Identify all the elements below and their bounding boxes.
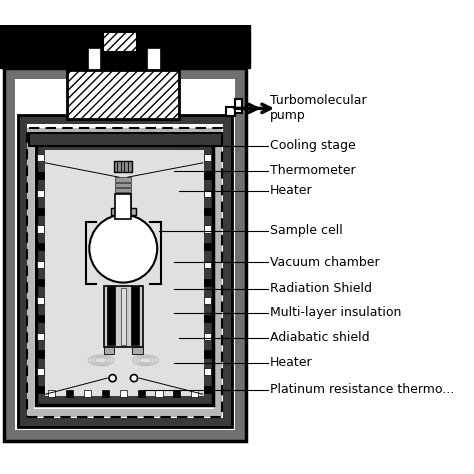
Bar	[36, 350, 44, 357]
Bar	[204, 279, 211, 286]
Bar	[191, 390, 198, 397]
Bar	[36, 261, 44, 268]
Bar	[88, 48, 101, 79]
Bar	[36, 154, 44, 161]
Bar	[66, 390, 73, 397]
Bar	[102, 390, 109, 397]
Bar	[67, 70, 179, 119]
Bar	[104, 347, 114, 354]
Bar	[204, 386, 211, 393]
Bar	[204, 368, 211, 375]
Text: Radiation Shield: Radiation Shield	[270, 283, 372, 295]
Bar	[36, 297, 44, 304]
Bar	[132, 347, 143, 354]
Bar	[36, 141, 212, 405]
Bar	[204, 333, 211, 340]
Text: Heater: Heater	[270, 356, 312, 369]
Ellipse shape	[89, 215, 157, 283]
Bar	[115, 193, 131, 198]
Bar	[204, 315, 211, 322]
Text: Heater: Heater	[270, 184, 312, 197]
Bar	[36, 172, 44, 179]
Bar	[34, 135, 214, 410]
Bar	[27, 128, 221, 417]
Bar	[36, 279, 44, 286]
Bar	[204, 261, 211, 268]
Text: Cooling stage: Cooling stage	[270, 139, 356, 153]
Bar	[115, 182, 131, 187]
Bar	[235, 99, 242, 113]
Bar	[111, 208, 136, 215]
Bar	[137, 390, 145, 397]
Bar	[204, 297, 211, 304]
Bar	[0, 25, 250, 68]
Bar	[204, 226, 211, 233]
Bar	[115, 188, 131, 192]
Bar	[147, 48, 161, 79]
Bar	[84, 390, 91, 397]
Bar	[204, 350, 211, 357]
Bar	[36, 315, 44, 322]
Bar	[226, 107, 235, 116]
Bar	[115, 177, 131, 182]
Bar	[173, 390, 181, 397]
Text: Platinum resistance thermo...: Platinum resistance thermo...	[270, 383, 454, 396]
Bar	[103, 32, 137, 52]
Bar	[4, 68, 246, 441]
Bar	[36, 208, 44, 215]
Bar	[15, 79, 235, 430]
Bar	[204, 208, 211, 215]
Bar	[115, 199, 131, 203]
Bar	[131, 286, 139, 345]
Bar	[28, 133, 221, 146]
Text: Vacuum chamber: Vacuum chamber	[270, 255, 379, 268]
Bar	[107, 286, 115, 345]
Bar	[36, 368, 44, 375]
Bar	[45, 150, 204, 396]
Text: Adiabatic shield: Adiabatic shield	[270, 331, 369, 345]
Circle shape	[109, 374, 116, 382]
Bar	[114, 161, 132, 172]
Bar	[27, 124, 223, 419]
Bar	[36, 386, 44, 393]
Bar	[204, 190, 211, 197]
Bar	[104, 286, 143, 347]
Bar	[36, 190, 44, 197]
Bar	[120, 288, 126, 345]
Text: Sample cell: Sample cell	[270, 224, 343, 237]
Circle shape	[130, 374, 137, 382]
Text: Turbomolecular
pump: Turbomolecular pump	[270, 94, 366, 122]
Bar	[115, 194, 131, 219]
Text: Thermometer: Thermometer	[270, 164, 356, 177]
Bar	[155, 390, 163, 397]
Bar	[18, 115, 232, 427]
Bar	[48, 390, 55, 397]
Bar	[36, 226, 44, 233]
Bar	[36, 333, 44, 340]
Bar	[204, 243, 211, 250]
Text: Multi-layer insulation: Multi-layer insulation	[270, 306, 401, 319]
Bar	[120, 390, 127, 397]
Bar	[204, 154, 211, 161]
Bar	[36, 243, 44, 250]
Bar	[204, 172, 211, 179]
Bar	[115, 204, 131, 209]
